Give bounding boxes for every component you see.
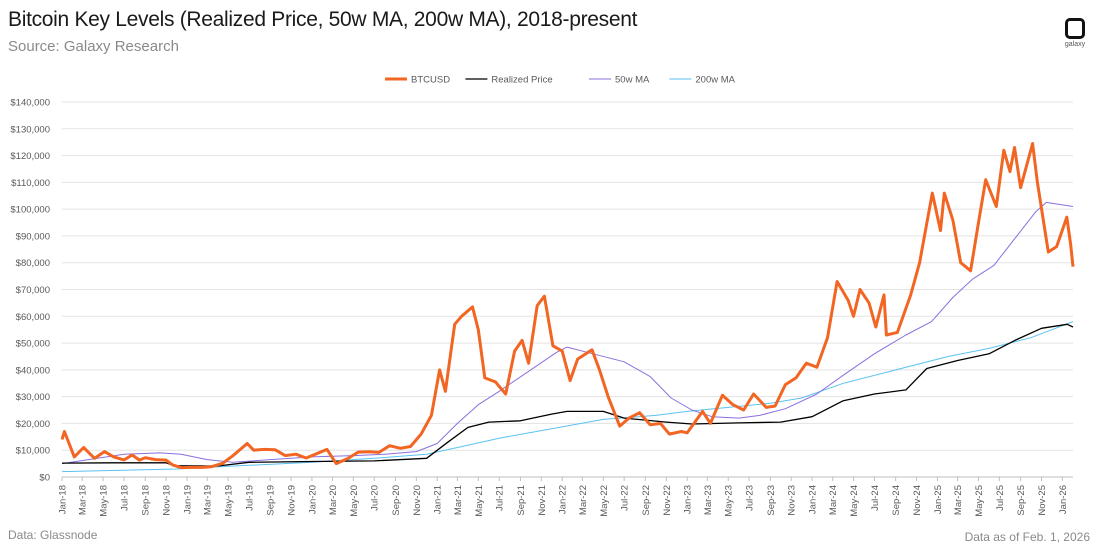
x-tick-label: Mar-23 xyxy=(703,485,714,515)
logo-text: galaxy xyxy=(1064,41,1086,48)
x-tick-label: Mar-24 xyxy=(828,485,839,515)
legend-label: Realized Price xyxy=(491,75,552,86)
y-tick-label: $130,000 xyxy=(10,124,50,135)
x-tick-label: Sep-23 xyxy=(766,485,777,516)
x-tick-label: Jan-26 xyxy=(1058,485,1069,514)
y-tick-label: $60,000 xyxy=(16,312,50,323)
x-tick-label: Jan-23 xyxy=(683,485,694,514)
x-tick-label: May-21 xyxy=(474,485,485,517)
x-tick-label: Jan-25 xyxy=(933,485,944,514)
y-tick-label: $30,000 xyxy=(16,392,50,403)
x-tick-label: Jul-20 xyxy=(370,485,381,511)
x-tick-label: Jan-18 xyxy=(58,485,69,514)
y-tick-label: $70,000 xyxy=(16,285,50,296)
x-tick-label: Jan-20 xyxy=(307,485,318,514)
x-tick-label: Mar-25 xyxy=(953,485,964,515)
y-tick-label: $140,000 xyxy=(10,98,50,109)
y-tick-label: $10,000 xyxy=(16,446,50,457)
x-tick-label: Sep-21 xyxy=(516,485,527,516)
y-tick-label: $100,000 xyxy=(10,205,50,216)
x-tick-label: Nov-19 xyxy=(287,485,298,516)
x-tick-label: Mar-21 xyxy=(453,485,464,515)
x-tick-label: Jul-22 xyxy=(620,485,631,511)
y-tick-label: $90,000 xyxy=(16,231,50,242)
x-tick-label: Sep-18 xyxy=(141,485,152,516)
y-tick-label: $80,000 xyxy=(16,258,50,269)
series-line-btcusd xyxy=(60,142,1075,470)
x-tick-label: Nov-23 xyxy=(787,485,798,516)
x-tick-label: Jul-21 xyxy=(495,485,506,511)
x-tick-label: Jul-18 xyxy=(119,485,130,511)
x-tick-label: Nov-22 xyxy=(662,485,673,516)
x-tick-label: Nov-25 xyxy=(1037,485,1048,516)
x-tick-label: Sep-25 xyxy=(1016,485,1027,516)
galaxy-logo-icon xyxy=(1065,18,1085,39)
x-tick-label: May-24 xyxy=(849,485,860,517)
chart-title: Bitcoin Key Levels (Realized Price, 50w … xyxy=(8,8,638,31)
x-tick-label: Jul-25 xyxy=(995,485,1006,511)
series-line-50w-ma xyxy=(61,201,1074,465)
x-tick-label: Jan-21 xyxy=(433,485,444,514)
x-tick-label: May-20 xyxy=(349,485,360,517)
series-line-realized-price xyxy=(61,323,1074,467)
y-tick-label: $50,000 xyxy=(16,339,50,350)
x-tick-label: May-18 xyxy=(99,485,110,517)
legend-label: BTCUSD xyxy=(411,75,450,86)
legend-label: 50w MA xyxy=(615,75,650,86)
x-tick-label: Nov-21 xyxy=(537,485,548,516)
x-tick-label: Mar-20 xyxy=(328,485,339,515)
x-tick-label: May-19 xyxy=(224,485,235,517)
x-tick-label: Jul-23 xyxy=(745,485,756,511)
chart-subtitle: Source: Galaxy Research xyxy=(8,38,179,55)
x-tick-label: Mar-22 xyxy=(578,485,589,515)
x-tick-label: Nov-18 xyxy=(162,485,173,516)
data-source: Data: Glassnode xyxy=(8,528,98,542)
x-tick-label: Sep-22 xyxy=(641,485,652,516)
x-tick-label: Jan-24 xyxy=(808,485,819,514)
x-tick-label: May-23 xyxy=(724,485,735,517)
y-tick-label: $20,000 xyxy=(16,419,50,430)
x-tick-label: Sep-20 xyxy=(391,485,402,516)
data-as-of: Data as of Feb. 1, 2026 xyxy=(964,530,1090,544)
x-tick-label: May-25 xyxy=(974,485,985,517)
x-tick-label: Jul-19 xyxy=(244,485,255,511)
x-tick-label: Mar-18 xyxy=(78,485,89,515)
x-tick-label: Nov-24 xyxy=(912,485,923,516)
x-tick-label: Mar-19 xyxy=(203,485,214,515)
y-tick-label: $40,000 xyxy=(16,365,50,376)
x-tick-label: Nov-20 xyxy=(412,485,423,516)
y-tick-label: $120,000 xyxy=(10,151,50,162)
y-tick-label: $110,000 xyxy=(11,178,50,189)
galaxy-logo: galaxy xyxy=(1064,18,1086,48)
x-tick-label: Sep-24 xyxy=(891,485,902,516)
x-tick-label: Sep-19 xyxy=(266,485,277,516)
y-tick-label: $0 xyxy=(39,473,50,484)
legend-label: 200w MA xyxy=(695,75,735,86)
x-tick-label: May-22 xyxy=(599,485,610,517)
x-tick-label: Jan-22 xyxy=(558,485,569,514)
x-tick-label: Jan-19 xyxy=(182,485,193,514)
x-tick-label: Jul-24 xyxy=(870,485,881,511)
